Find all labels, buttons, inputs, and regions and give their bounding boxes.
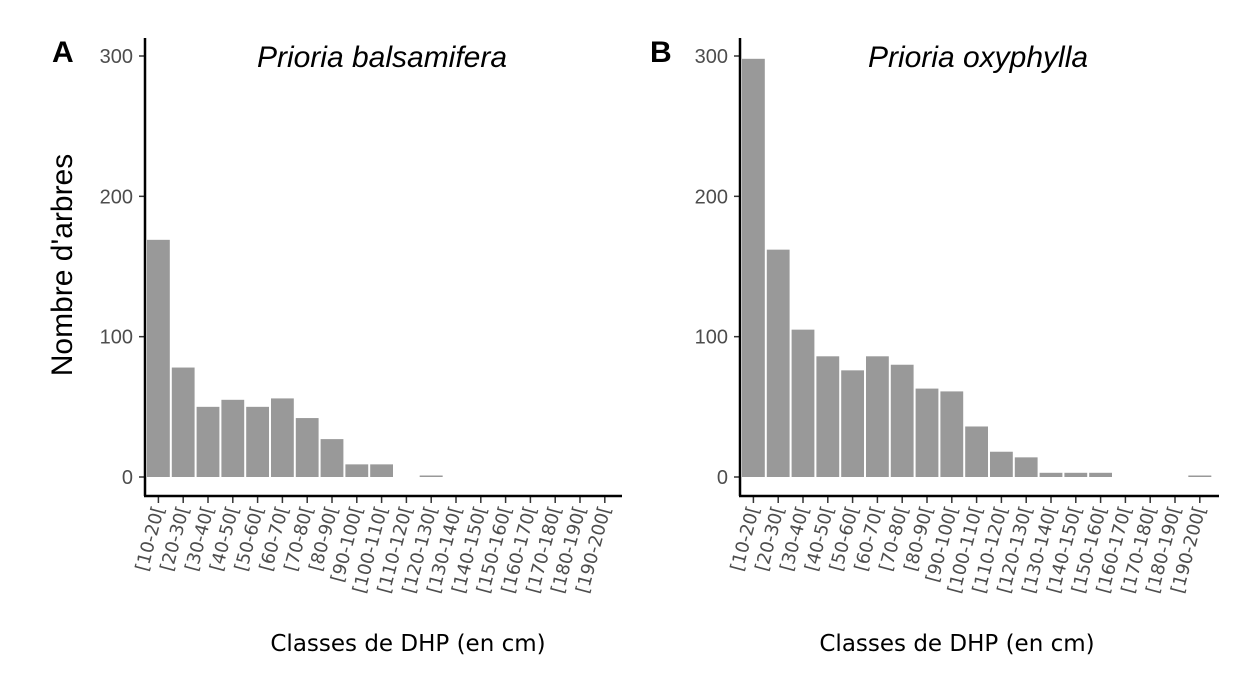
bar-a bbox=[345, 464, 369, 477]
bar-a bbox=[295, 418, 319, 477]
bar-a bbox=[171, 367, 195, 477]
bar-b bbox=[1039, 472, 1063, 477]
panel-label-a: A bbox=[52, 36, 74, 69]
bar-a bbox=[196, 406, 220, 477]
bar-b bbox=[1089, 472, 1112, 477]
bar-b bbox=[890, 364, 914, 477]
bar-a bbox=[147, 239, 170, 477]
bar-b bbox=[766, 249, 790, 477]
panel-b: B Prioria oxyphylla 0 100 200 300 [10-20[[2… bbox=[650, 36, 1219, 657]
x-tick-labels-b: [10-20[[20-30[[30-40[[40-50[[50-60[[60-7… bbox=[727, 496, 1211, 596]
panel-a: A Prioria balsamifera Nombre d'arbres 0 1… bbox=[46, 36, 622, 657]
bar-a bbox=[370, 464, 393, 477]
bars-b bbox=[742, 58, 1212, 477]
bars-a bbox=[147, 239, 443, 477]
bar-b bbox=[841, 370, 864, 477]
bar-b bbox=[791, 329, 815, 477]
bar-b bbox=[940, 391, 964, 477]
bar-a bbox=[246, 406, 269, 477]
bar-b bbox=[866, 356, 889, 477]
y-tick-label-b: 300 bbox=[695, 46, 728, 68]
chart-title-b: Prioria oxyphylla bbox=[868, 41, 1088, 74]
bar-b bbox=[1064, 472, 1088, 477]
y-tick-label-a: 300 bbox=[100, 46, 133, 68]
panel-label-b: B bbox=[650, 36, 672, 69]
bar-b bbox=[1014, 457, 1038, 477]
y-tick-label-b: 0 bbox=[717, 467, 728, 489]
bar-a bbox=[320, 439, 344, 477]
y-tick-label-a: 100 bbox=[100, 327, 133, 349]
x-axis-label-b: Classes de DHP (en cm) bbox=[819, 631, 1094, 657]
bar-b bbox=[742, 58, 765, 477]
bar-b bbox=[915, 388, 939, 477]
y-tick-labels-a: 0 100 200 300 bbox=[100, 46, 145, 489]
y-tick-label-b: 100 bbox=[695, 327, 728, 349]
x-axis-label-a: Classes de DHP (en cm) bbox=[270, 631, 545, 657]
y-tick-label-a: 0 bbox=[122, 467, 133, 489]
bar-b bbox=[965, 426, 988, 477]
x-tick-labels-a: [10-20[[20-30[[30-40[[40-50[[50-60[[60-7… bbox=[132, 496, 616, 596]
bar-a bbox=[271, 398, 294, 477]
y-tick-label-a: 200 bbox=[100, 186, 133, 208]
chart-title-a: Prioria balsamifera bbox=[257, 41, 507, 74]
bar-a bbox=[221, 399, 245, 477]
bar-min-b bbox=[1188, 475, 1212, 477]
bar-b bbox=[816, 356, 840, 477]
bar-min-a bbox=[419, 475, 443, 477]
y-tick-label-b: 200 bbox=[695, 186, 728, 208]
bar-b bbox=[990, 451, 1013, 477]
y-axis-label: Nombre d'arbres bbox=[46, 154, 79, 376]
y-tick-labels-b: 0 100 200 300 bbox=[695, 46, 740, 489]
